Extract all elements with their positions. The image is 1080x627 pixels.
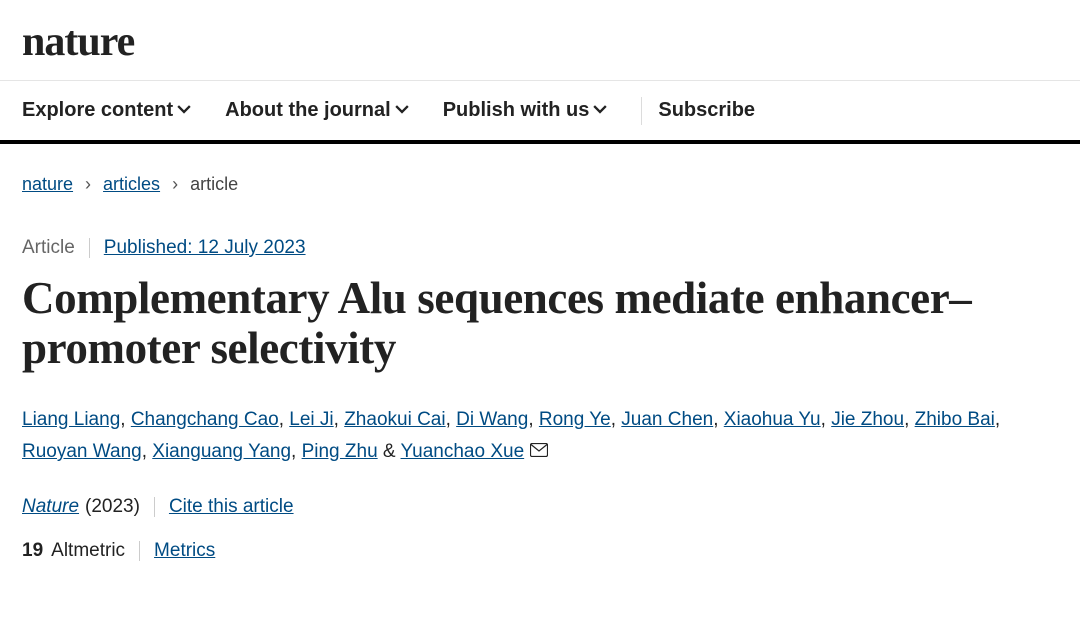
nav-label: About the journal bbox=[225, 99, 391, 122]
author-separator: , bbox=[713, 409, 724, 430]
author-list: Liang Liang, Changchang Cao, Lei Ji, Zha… bbox=[22, 404, 1058, 469]
author-link[interactable]: Ruoyan Wang bbox=[22, 441, 142, 462]
metrics-link[interactable]: Metrics bbox=[154, 540, 215, 562]
divider bbox=[154, 497, 155, 517]
chevron-down-icon bbox=[395, 99, 409, 122]
author-separator: , bbox=[120, 409, 131, 430]
published-date-link[interactable]: Published: 12 July 2023 bbox=[104, 237, 306, 259]
author-separator: , bbox=[821, 409, 832, 430]
author-separator: , bbox=[904, 409, 915, 430]
article-title: Complementary Alu sequences mediate enha… bbox=[22, 273, 1058, 374]
chevron-right-icon: › bbox=[85, 174, 91, 195]
author-link[interactable]: Jie Zhou bbox=[831, 409, 904, 430]
journal-citation: Nature (2023) Cite this article bbox=[22, 496, 1058, 518]
author-separator: , bbox=[528, 409, 539, 430]
journal-link[interactable]: Nature bbox=[22, 496, 79, 517]
breadcrumb-root[interactable]: nature bbox=[22, 174, 73, 195]
metrics-row: 19 Altmetric Metrics bbox=[22, 540, 1058, 562]
author-separator: , bbox=[142, 441, 153, 462]
nav-explore-content[interactable]: Explore content bbox=[22, 81, 191, 140]
breadcrumb-section[interactable]: articles bbox=[103, 174, 160, 195]
nav-about-journal[interactable]: About the journal bbox=[225, 81, 409, 140]
nav-label: Explore content bbox=[22, 99, 173, 122]
nav-subscribe[interactable]: Subscribe bbox=[658, 81, 755, 140]
author-link[interactable]: Rong Ye bbox=[539, 409, 611, 430]
author-separator: , bbox=[291, 441, 302, 462]
author-link[interactable]: Changchang Cao bbox=[131, 409, 279, 430]
author-link[interactable]: Juan Chen bbox=[621, 409, 713, 430]
author-separator: , bbox=[995, 409, 1000, 430]
article-meta: Article Published: 12 July 2023 bbox=[22, 237, 1058, 259]
author-link[interactable]: Xianguang Yang bbox=[152, 441, 291, 462]
nav-publish-with-us[interactable]: Publish with us bbox=[443, 81, 608, 140]
author-link[interactable]: Ping Zhu bbox=[302, 441, 378, 462]
nav-label: Subscribe bbox=[658, 99, 755, 122]
nav-label: Publish with us bbox=[443, 99, 590, 122]
journal-year: (2023) bbox=[85, 496, 140, 518]
author-link[interactable]: Xiaohua Yu bbox=[724, 409, 821, 430]
altmetric-label: Altmetric bbox=[51, 540, 125, 562]
nature-logo[interactable]: nature bbox=[22, 18, 1058, 66]
nav-divider bbox=[641, 97, 642, 125]
author-separator: , bbox=[334, 409, 345, 430]
article-type: Article bbox=[22, 237, 75, 259]
author-separator: & bbox=[378, 441, 401, 462]
envelope-icon[interactable] bbox=[530, 436, 548, 468]
breadcrumb: nature › articles › article bbox=[22, 174, 1058, 195]
author-separator: , bbox=[611, 409, 622, 430]
cite-article-link[interactable]: Cite this article bbox=[169, 496, 294, 518]
author-link[interactable]: Zhaokui Cai bbox=[344, 409, 445, 430]
divider bbox=[139, 541, 140, 561]
altmetric-count: 19 bbox=[22, 540, 43, 562]
article-main: nature › articles › article Article Publ… bbox=[0, 144, 1080, 592]
chevron-right-icon: › bbox=[172, 174, 178, 195]
author-separator: , bbox=[446, 409, 457, 430]
author-link[interactable]: Di Wang bbox=[456, 409, 528, 430]
author-link[interactable]: Lei Ji bbox=[289, 409, 333, 430]
primary-nav: Explore content About the journal Publis… bbox=[0, 80, 1080, 144]
author-separator: , bbox=[279, 409, 290, 430]
divider bbox=[89, 238, 90, 258]
breadcrumb-current: article bbox=[190, 174, 238, 195]
chevron-down-icon bbox=[177, 99, 191, 122]
author-link[interactable]: Liang Liang bbox=[22, 409, 120, 430]
author-link[interactable]: Zhibo Bai bbox=[915, 409, 995, 430]
author-link[interactable]: Yuanchao Xue bbox=[401, 441, 525, 462]
chevron-down-icon bbox=[593, 99, 607, 122]
